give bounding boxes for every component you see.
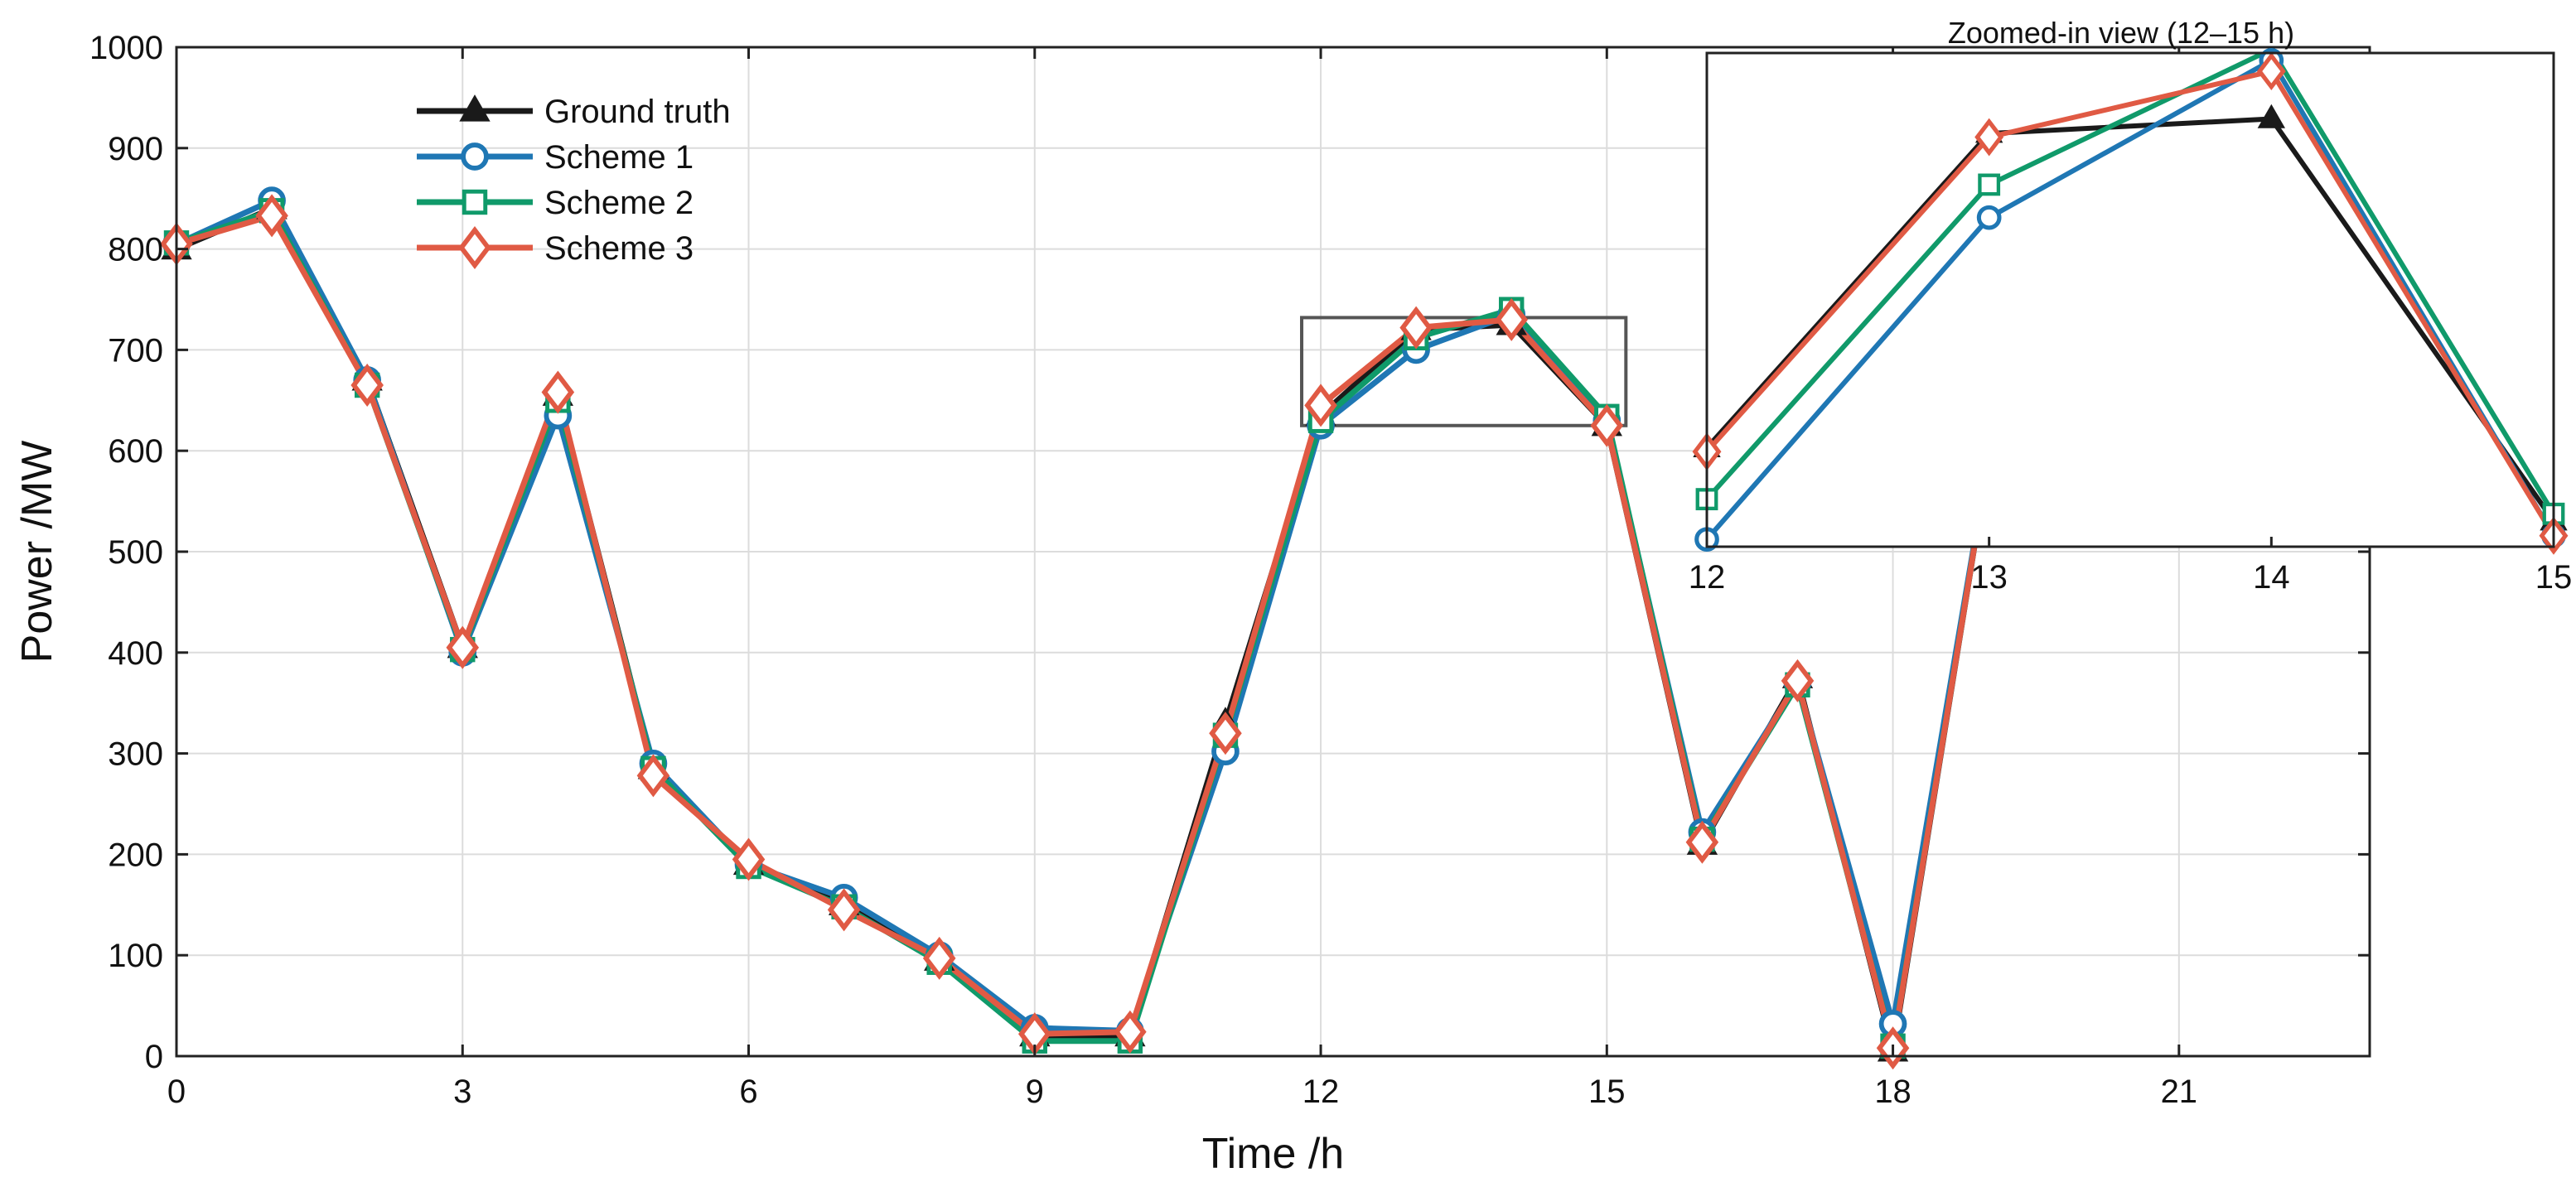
y-tick-label: 400 (108, 635, 163, 672)
y-tick-label: 100 (108, 938, 163, 974)
inset-data-point (1979, 207, 1999, 228)
x-tick-label: 9 (1026, 1074, 1044, 1110)
y-tick-label: 300 (108, 736, 163, 773)
x-axis-title: Time /h (1202, 1130, 1344, 1178)
y-tick-label: 600 (108, 433, 163, 470)
x-tick-label: 21 (2161, 1074, 2198, 1110)
x-tick-label: 6 (739, 1074, 757, 1110)
y-tick-label: 500 (108, 534, 163, 571)
inset-x-tick-label: 14 (2253, 559, 2290, 596)
zoom-inset: Zoomed-in view (12–15 h) 12 13 14 15 (1689, 16, 2573, 596)
legend-label: Scheme 3 (544, 230, 694, 267)
y-axis-title: Power /MW (13, 441, 61, 663)
legend-label: Ground truth (544, 94, 731, 130)
y-tick-label: 700 (108, 332, 163, 369)
legend-label: Scheme 1 (544, 139, 694, 176)
y-tick-label: 900 (108, 131, 163, 167)
y-tick-label: 1000 (89, 30, 163, 66)
y-tick-label: 800 (108, 232, 163, 268)
y-tick-label: 0 (145, 1039, 163, 1075)
x-tick-label: 3 (453, 1074, 471, 1110)
legend-marker (464, 191, 486, 213)
inset-x-tick-label: 13 (1970, 559, 2008, 596)
legend-label: Scheme 2 (544, 185, 694, 221)
y-tick-label: 200 (108, 837, 163, 873)
x-tick-label: 12 (1302, 1074, 1340, 1110)
x-tick-label: 18 (1874, 1074, 1911, 1110)
inset-data-point (1979, 176, 1998, 195)
x-tick-label: 15 (1588, 1074, 1626, 1110)
legend-marker (463, 145, 486, 168)
inset-x-tick-label: 15 (2535, 559, 2573, 596)
inset-x-tick-label: 12 (1689, 559, 1726, 596)
x-tick-label: 0 (167, 1074, 186, 1110)
inset-title: Zoomed-in view (12–15 h) (1948, 16, 2294, 50)
